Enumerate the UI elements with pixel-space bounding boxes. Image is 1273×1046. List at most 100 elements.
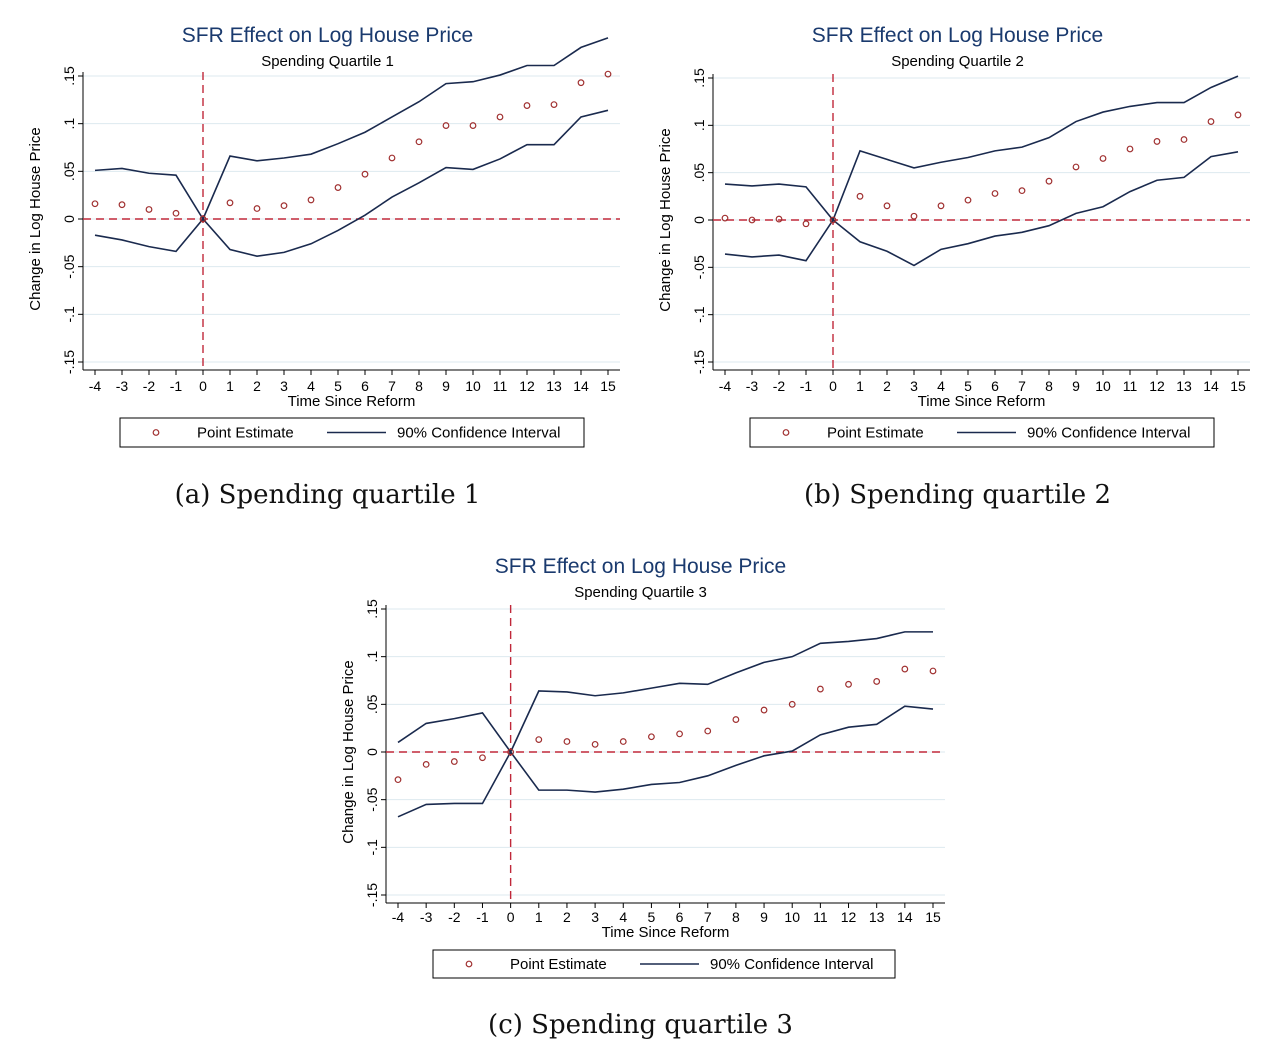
caption-a: (a) Spending quartile 1	[174, 480, 481, 510]
point-estimate-marker	[577, 79, 585, 87]
point-estimate-marker	[388, 154, 396, 162]
legend-point-label: Point Estimate	[197, 425, 294, 442]
point-estimate-marker	[226, 199, 234, 207]
point-estimate-marker	[1099, 155, 1107, 162]
y-tick-label: -.15	[61, 350, 77, 374]
x-axis-label: Time Since Reform	[602, 924, 730, 941]
x-tick-label: 9	[442, 378, 450, 394]
point-estimate-marker	[816, 685, 824, 693]
point-estimate-marker	[748, 216, 756, 224]
x-tick-label: 12	[841, 909, 857, 925]
y-tick-label: -.1	[364, 839, 380, 856]
x-tick-label: 1	[535, 909, 543, 925]
x-axis-label: Time Since Reform	[918, 393, 1046, 410]
point-estimate-marker	[507, 748, 515, 756]
x-tick-label: 12	[1149, 378, 1165, 394]
x-tick-label: 2	[883, 378, 891, 394]
x-tick-label: -4	[392, 909, 405, 925]
point-estimate-marker	[172, 209, 180, 217]
x-tick-label: 10	[465, 378, 481, 394]
point-estimate-marker	[964, 196, 972, 204]
x-tick-label: 3	[910, 378, 918, 394]
x-tick-label: 4	[937, 378, 945, 394]
x-tick-label: 7	[1018, 378, 1026, 394]
y-tick-label: 0	[61, 215, 77, 223]
x-tick-label: 3	[280, 378, 288, 394]
legend-point-marker	[152, 429, 160, 436]
x-tick-label: 0	[829, 378, 837, 394]
x-tick-label: 8	[732, 909, 740, 925]
x-tick-label: 10	[1095, 378, 1111, 394]
legend-ci-label: 90% Confidence Interval	[1027, 425, 1190, 442]
point-estimate-marker	[550, 101, 558, 108]
legend-point-label: Point Estimate	[827, 425, 924, 442]
chart-panel-quartile-1: SFR Effect on Log House Price Spending Qu…	[20, 6, 635, 458]
point-estimate-marker	[535, 736, 543, 744]
y-tick-label: .15	[61, 66, 77, 86]
y-axis-label: Change in Log House Price	[657, 128, 674, 311]
point-estimate-marker	[760, 706, 768, 714]
point-estimate-marker	[422, 760, 430, 768]
x-tick-label: -2	[448, 909, 461, 925]
x-tick-label: 3	[591, 909, 599, 925]
chart-subtitle: Spending Quartile 1	[261, 53, 394, 70]
point-estimate-marker	[563, 738, 571, 745]
point-estimate-marker	[991, 190, 999, 197]
point-estimate-marker	[788, 700, 796, 708]
point-estimate-marker	[450, 758, 458, 765]
point-estimate-marker	[280, 202, 288, 210]
x-tick-label: 5	[334, 378, 342, 394]
x-tick-label: 9	[1072, 378, 1080, 394]
x-tick-label: 7	[388, 378, 396, 394]
point-estimate-marker	[591, 740, 599, 748]
x-tick-label: 6	[361, 378, 369, 394]
x-tick-label: -3	[420, 909, 433, 925]
x-tick-label: 15	[1230, 378, 1246, 394]
chart-subtitle: Spending Quartile 2	[891, 53, 1024, 70]
x-tick-label: -4	[89, 378, 102, 394]
point-estimate-marker	[91, 200, 99, 208]
point-estimate-marker	[1234, 111, 1242, 119]
point-estimate-marker	[361, 170, 369, 178]
x-tick-label: 10	[784, 909, 800, 925]
point-estimate-marker	[929, 667, 937, 675]
point-estimate-marker	[479, 754, 486, 762]
x-tick-label: 1	[226, 378, 234, 394]
point-estimate-marker	[1153, 138, 1161, 145]
x-tick-label: -1	[800, 378, 813, 394]
y-tick-label: .05	[364, 694, 380, 714]
x-tick-label: 13	[546, 378, 562, 394]
legend-point-label: Point Estimate	[510, 956, 607, 973]
legend-ci-label: 90% Confidence Interval	[397, 425, 560, 442]
y-tick-label: 0	[364, 748, 380, 756]
x-tick-label: 2	[563, 909, 571, 925]
ci-lower-line	[724, 151, 1239, 267]
x-tick-label: 5	[964, 378, 972, 394]
x-tick-label: 14	[897, 909, 913, 925]
x-tick-label: 15	[600, 378, 616, 394]
x-tick-label: -3	[746, 378, 759, 394]
point-estimate-marker	[523, 102, 531, 109]
chart-svg-quartile-1: SFR Effect on Log House Price Spending Qu…	[27, 24, 620, 448]
x-tick-label: 0	[199, 378, 207, 394]
x-tick-label: 11	[493, 378, 508, 394]
y-tick-label: .15	[364, 599, 380, 619]
point-estimate-marker	[721, 214, 729, 222]
y-tick-label: -.15	[691, 350, 707, 374]
y-axis-label: Change in Log House Price	[340, 660, 357, 843]
x-tick-label: 15	[925, 909, 941, 925]
ci-upper-line	[397, 631, 933, 754]
x-tick-label: 7	[704, 909, 712, 925]
x-tick-label: 8	[415, 378, 423, 394]
x-tick-label: 14	[573, 378, 589, 394]
x-tick-label: -1	[476, 909, 489, 925]
legend-ci-label: 90% Confidence Interval	[710, 956, 873, 973]
caption-c: (c) Spending quartile 3	[488, 1010, 793, 1040]
x-axis-label: Time Since Reform	[288, 393, 416, 410]
ci-upper-line	[724, 75, 1239, 222]
legend-point-marker	[782, 429, 790, 436]
point-estimate-marker	[937, 202, 945, 210]
point-estimate-marker	[1018, 187, 1026, 195]
chart-svg-quartile-2: SFR Effect on Log House Price Spending Qu…	[657, 24, 1250, 448]
point-estimate-marker	[802, 220, 810, 228]
